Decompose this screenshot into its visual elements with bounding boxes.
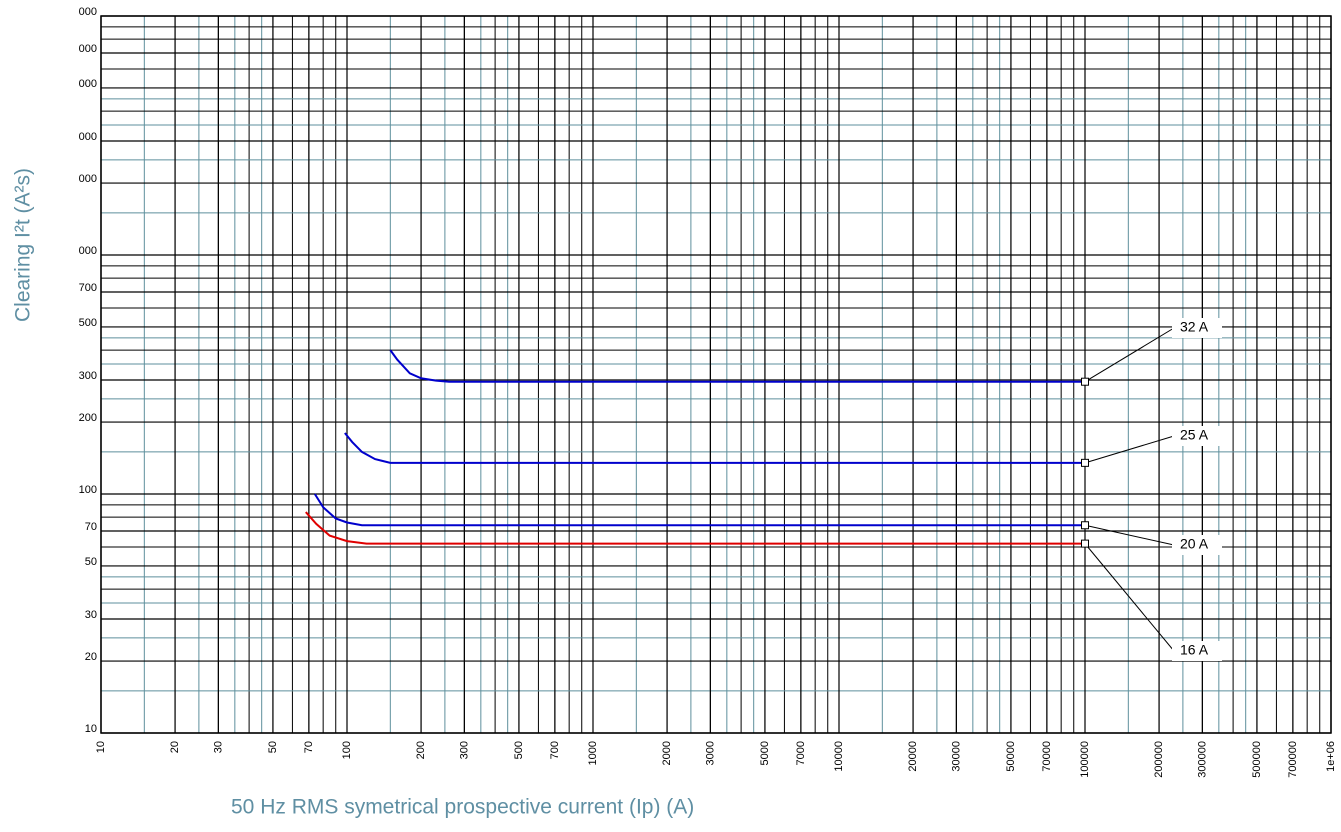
label-box xyxy=(1172,535,1222,555)
end-marker xyxy=(1081,458,1089,467)
x-tick-label: 100000 xyxy=(1079,741,1091,778)
x-tick-label: 10000 xyxy=(833,741,845,772)
y-tick-label: 30 xyxy=(85,609,97,621)
y-tick-label: 10 xyxy=(85,723,97,735)
end-marker xyxy=(1081,377,1089,386)
series-line xyxy=(344,432,1085,464)
x-tick-label: 200 xyxy=(415,741,427,759)
x-tick-label: 500 xyxy=(513,741,525,759)
y-tick-label: 300 xyxy=(79,370,97,382)
leader-line xyxy=(1084,543,1175,652)
x-tick-label: 700 xyxy=(549,741,561,759)
x-tick-label: 5000 xyxy=(759,741,771,765)
x-tick-label: 30 xyxy=(212,741,224,753)
series-label: 16 A xyxy=(1180,642,1209,658)
x-tick-label: 3000 xyxy=(704,741,716,765)
y-tick-label: 70 xyxy=(85,521,97,533)
y-tick-label: 20 xyxy=(85,651,97,663)
plot-frame xyxy=(100,15,1332,734)
x-tick-label: 700000 xyxy=(1287,741,1299,778)
y-tick-label: 200 xyxy=(79,412,97,424)
y-tick-label: 000 xyxy=(79,245,97,257)
x-tick-label: 200000 xyxy=(1153,741,1165,778)
series-label: 32 A xyxy=(1180,319,1209,335)
x-tick-label: 50000 xyxy=(1005,741,1017,772)
y-tick-label: 100 xyxy=(79,484,97,496)
label-box xyxy=(1172,318,1222,338)
x-tick-label: 300000 xyxy=(1196,741,1208,778)
x-tick-label: 20000 xyxy=(907,741,919,772)
x-tick-label: 10 xyxy=(95,741,107,753)
series-line xyxy=(305,511,1085,545)
x-tick-label: 50 xyxy=(267,741,279,753)
leader-line xyxy=(1084,524,1175,546)
x-tick-label: 500000 xyxy=(1251,741,1263,778)
x-tick-label: 30000 xyxy=(950,741,962,772)
y-tick-label: 50 xyxy=(85,556,97,568)
y-tick-label: 000 xyxy=(79,43,97,55)
x-tick-label: 1000 xyxy=(587,741,599,765)
y-tick-label: 500 xyxy=(79,317,97,329)
y-tick-label: 700 xyxy=(79,282,97,294)
x-tick-label: 300 xyxy=(458,741,470,759)
label-box xyxy=(1172,426,1222,446)
series-line xyxy=(389,349,1085,383)
y-tick-label: 000 xyxy=(79,6,97,18)
x-tick-label: 70000 xyxy=(1041,741,1053,772)
label-box xyxy=(1172,641,1222,661)
y-tick-label: 000 xyxy=(79,131,97,143)
y-axis-label: Clearing I²t (A²s) xyxy=(12,168,35,322)
x-tick-label: 7000 xyxy=(795,741,807,765)
series-label: 20 A xyxy=(1180,536,1209,552)
x-tick-label: 100 xyxy=(341,741,353,759)
end-marker xyxy=(1081,539,1089,548)
series-label: 25 A xyxy=(1180,427,1209,443)
leader-line xyxy=(1084,327,1175,383)
x-tick-label: 1e+06 xyxy=(1325,741,1337,772)
leader-line xyxy=(1084,435,1175,464)
y-tick-label: 000 xyxy=(79,78,97,90)
y-tick-label: 000 xyxy=(79,173,97,185)
series-line xyxy=(313,493,1085,527)
end-marker xyxy=(1081,521,1089,530)
x-tick-label: 2000 xyxy=(661,741,673,765)
x-tick-label: 70 xyxy=(303,741,315,753)
x-axis-label: 50 Hz RMS symetrical prospective current… xyxy=(231,796,694,819)
x-tick-label: 20 xyxy=(169,741,181,753)
